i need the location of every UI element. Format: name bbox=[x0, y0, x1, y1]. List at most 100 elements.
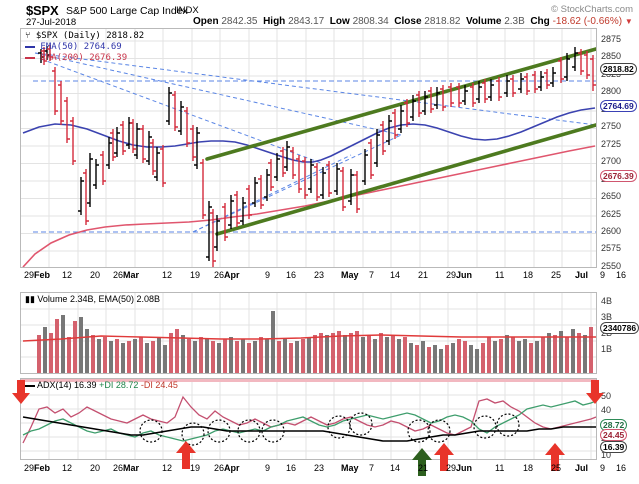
xtick-29feb: 29Feb bbox=[24, 270, 51, 280]
adx-ytick-10: 10 bbox=[601, 450, 612, 460]
index-name: S&P 500 Large Cap Index bbox=[66, 5, 188, 17]
xtick-may: May bbox=[341, 270, 359, 280]
ema50-swatch-icon bbox=[25, 45, 35, 48]
volume-flag: 2340786 bbox=[600, 322, 639, 334]
sell-arrow-3 bbox=[545, 443, 565, 471]
close-value: 2818.82 bbox=[424, 16, 461, 27]
xtick-12apr: 12 bbox=[162, 270, 173, 280]
xtick2-26apr: 26Apr bbox=[214, 463, 240, 473]
xtick2-23: 23 bbox=[314, 463, 325, 473]
horizontal-reference-lines bbox=[33, 80, 596, 233]
adx-top-band bbox=[21, 379, 596, 382]
xtick2-jul: Jul bbox=[575, 463, 589, 473]
xtick2-19: 19 bbox=[190, 463, 201, 473]
vol-ytick-1b: 1B bbox=[601, 344, 613, 354]
adx-flag: 16.39 bbox=[600, 441, 628, 453]
xtick2-14: 14 bbox=[390, 463, 401, 473]
volume-label: Volume bbox=[466, 16, 502, 27]
xtick-14may: 14 bbox=[390, 270, 401, 280]
vol-ytick-3b: 3B bbox=[601, 312, 613, 322]
adx-plot bbox=[21, 379, 596, 459]
adx-legend: ADX(14) 16.39 +DI 28.72 -DI 24.45 bbox=[25, 380, 178, 390]
high-label: High bbox=[263, 16, 286, 27]
adx-ytick-40: 40 bbox=[601, 405, 612, 415]
xtick-9jul: 9 bbox=[600, 270, 606, 280]
volume-plot bbox=[21, 293, 596, 373]
xtick-12mar: 12 bbox=[62, 270, 73, 280]
xtick-19apr: 19 bbox=[190, 270, 201, 280]
xtick2-9: 9 bbox=[265, 463, 271, 473]
down-caret-icon: ▼ bbox=[624, 17, 633, 26]
xtick-26mar: 26Mar bbox=[113, 270, 140, 280]
xtick-29jun: 29Jun bbox=[446, 270, 473, 280]
sell-arrow-1 bbox=[176, 441, 196, 469]
price-legend-ema50: EMA(50) 2764.69 bbox=[25, 42, 122, 52]
ytick-2575: 2575 bbox=[601, 243, 622, 253]
xtick2-9: 9 bbox=[600, 463, 606, 473]
low-label: Low bbox=[329, 16, 350, 27]
volume-legend: ▮▮ Volume 2.34B, EMA(50) 2.08B bbox=[25, 294, 160, 304]
ema200-swatch-icon bbox=[25, 56, 35, 59]
ema50-flag: 2764.69 bbox=[600, 100, 637, 112]
close-label: Close bbox=[394, 16, 422, 27]
ohlc-bars bbox=[38, 45, 596, 267]
xtick-7may: 7 bbox=[369, 270, 375, 280]
ema200-line bbox=[22, 145, 596, 267]
price-plot bbox=[21, 29, 596, 267]
volume-value: 2.3B bbox=[504, 16, 525, 27]
xtick2-16: 16 bbox=[286, 463, 297, 473]
xtick-23: 23 bbox=[314, 270, 325, 280]
xtick-18jun: 18 bbox=[523, 270, 534, 280]
xtick-16: 16 bbox=[286, 270, 297, 280]
xtick2-16: 16 bbox=[616, 463, 627, 473]
price-legend-main: ⑂ $SPX (Daily) 2818.82 bbox=[25, 31, 145, 41]
buy-arrow-1 bbox=[412, 448, 432, 476]
xtick-11jun: 11 bbox=[495, 270, 505, 280]
open-value: 2842.35 bbox=[221, 16, 258, 27]
last-price-flag: 2818.82 bbox=[600, 63, 637, 75]
xtick2-29feb: 29Feb bbox=[24, 463, 51, 473]
xtick2-11: 11 bbox=[495, 463, 505, 473]
sell-arrow-top bbox=[586, 380, 604, 404]
volume-chart-panel[interactable]: ▮▮ Volume 2.34B, EMA(50) 2.08B bbox=[20, 292, 597, 374]
xtick2-21: 21 bbox=[418, 463, 429, 473]
xtick2-12: 12 bbox=[62, 463, 73, 473]
volume-ema50-line bbox=[22, 334, 596, 342]
ytick-2550: 2550 bbox=[601, 261, 622, 271]
xtick2-25: 25 bbox=[551, 463, 562, 473]
adx-ytick-50: 50 bbox=[601, 391, 612, 401]
minus-di-flag: 24.45 bbox=[600, 429, 628, 441]
low-value: 2808.34 bbox=[352, 16, 389, 27]
ytick-2650: 2650 bbox=[601, 191, 622, 201]
ytick-2600: 2600 bbox=[601, 226, 622, 236]
ytick-2875: 2875 bbox=[601, 34, 622, 44]
crossover-circles bbox=[139, 412, 520, 446]
adx-swatch-icon bbox=[25, 384, 35, 387]
xtick-20mar: 20 bbox=[90, 270, 101, 280]
ema200-flag: 2676.39 bbox=[600, 170, 637, 182]
ytick-2725: 2725 bbox=[601, 139, 622, 149]
exchange-label: INDX bbox=[176, 5, 199, 16]
stockcharts-watermark: © StockCharts.com bbox=[551, 4, 633, 15]
ytick-2625: 2625 bbox=[601, 209, 622, 219]
volume-bars-icon: ▮▮ bbox=[25, 294, 35, 304]
high-value: 2843.17 bbox=[288, 16, 325, 27]
xtick2-26mar: 26Mar bbox=[113, 463, 140, 473]
xtick2-18: 18 bbox=[523, 463, 534, 473]
rising-channel bbox=[205, 47, 596, 236]
xtick2-12: 12 bbox=[162, 463, 173, 473]
xtick2-may: May bbox=[341, 463, 359, 473]
sell-arrow-left bbox=[12, 380, 30, 404]
adx-chart-panel[interactable]: ADX(14) 16.39 +DI 28.72 -DI 24.45 bbox=[20, 378, 597, 460]
price-chart-panel[interactable]: ⑂ $SPX (Daily) 2818.82 EMA(50) 2764.69 E… bbox=[20, 28, 597, 268]
price-legend-ema200: EMA(200) 2676.39 bbox=[25, 53, 127, 63]
chart-header: $SPX S&P 500 Large Cap Index INDX © Stoc… bbox=[0, 0, 639, 28]
bar-chart-icon: ⑂ bbox=[25, 31, 31, 41]
adx-line bbox=[22, 416, 596, 442]
ytick-2850: 2850 bbox=[601, 51, 622, 61]
xtick2-29jun: 29Jun bbox=[446, 463, 473, 473]
change-label: Chg bbox=[530, 16, 550, 27]
xtick-26apr: 26Apr bbox=[214, 270, 240, 280]
volume-bars bbox=[37, 311, 593, 373]
